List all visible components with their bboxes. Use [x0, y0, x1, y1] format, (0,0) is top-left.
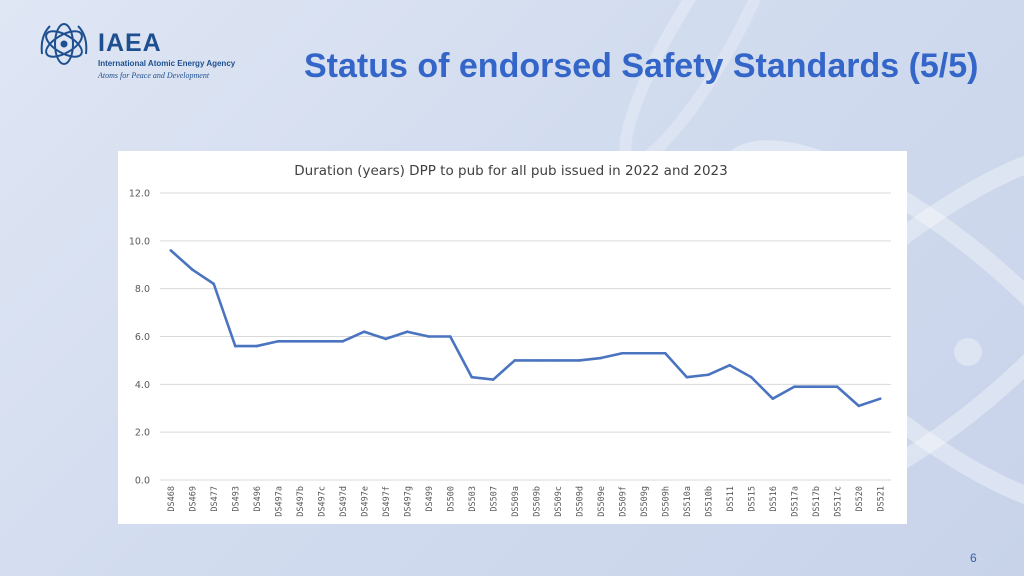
data-point: [534, 359, 538, 362]
data-point: [427, 335, 431, 338]
data-point: [470, 375, 474, 379]
data-point: [728, 363, 732, 367]
data-point: [857, 404, 861, 408]
x-tick-label: DS515: [747, 486, 757, 512]
x-tick-label: DS496: [253, 486, 263, 512]
data-point: [362, 330, 366, 334]
x-tick-label: DS497b: [296, 486, 306, 517]
x-tick-label: DS509g: [640, 486, 650, 517]
data-point: [577, 359, 581, 362]
data-point: [212, 282, 216, 286]
data-point: [513, 359, 517, 362]
data-point: [341, 339, 345, 343]
data-point: [835, 385, 839, 389]
x-tick-label: DS497c: [317, 486, 327, 517]
x-tick-label: DS517c: [833, 486, 843, 517]
data-point: [276, 339, 280, 343]
data-point: [298, 339, 302, 343]
x-tick-label: DS509a: [511, 486, 521, 517]
x-tick-label: DS497e: [360, 486, 370, 517]
data-point: [620, 351, 624, 355]
data-point: [190, 268, 194, 271]
data-point: [814, 385, 818, 389]
x-tick-label: DS499: [425, 486, 435, 512]
data-point: [255, 344, 259, 348]
logo-subtitle: International Atomic Energy Agency: [98, 59, 236, 68]
x-tick-label: DS469: [188, 486, 198, 512]
iaea-logo: IAEA International Atomic Energy Agency …: [36, 18, 266, 82]
page-number: 6: [970, 551, 977, 565]
x-tick-label: DS510a: [683, 486, 693, 517]
chart-title: Duration (years) DPP to pub for all pub …: [294, 163, 727, 179]
y-tick-label: 10.0: [129, 236, 150, 247]
data-point: [706, 373, 710, 377]
data-point: [405, 330, 409, 334]
y-tick-label: 4.0: [135, 380, 150, 391]
data-point: [663, 351, 667, 355]
data-point: [878, 397, 882, 400]
x-tick-label: DS516: [769, 486, 779, 512]
y-tick-label: 8.0: [135, 284, 150, 295]
y-tick-label: 0.0: [135, 476, 150, 487]
data-point: [233, 344, 237, 348]
data-point: [448, 335, 452, 338]
x-tick-label: DS497f: [382, 486, 392, 517]
x-tick-label: DS507: [489, 486, 499, 512]
data-point: [792, 385, 796, 389]
x-tick-label: DS509c: [554, 486, 564, 517]
x-tick-label: DS517b: [812, 486, 822, 517]
x-tick-label: DS500: [446, 486, 456, 512]
x-tick-label: DS509e: [597, 486, 607, 517]
x-tick-label: DS510b: [704, 486, 714, 517]
x-tick-label: DS511: [726, 486, 736, 512]
data-point: [771, 397, 775, 400]
x-tick-label: DS497g: [403, 486, 413, 517]
slide-title: Status of endorsed Safety Standards (5/5…: [304, 47, 979, 85]
data-point: [169, 249, 173, 252]
series-line: [169, 249, 881, 408]
data-point: [685, 375, 689, 379]
data-point: [384, 337, 388, 341]
data-point: [319, 339, 323, 343]
data-point: [556, 359, 560, 362]
x-tick-label: DS509d: [575, 486, 585, 517]
x-tick-label: DS503: [468, 486, 478, 512]
x-tick-label: DS509f: [618, 486, 628, 517]
y-tick-label: 12.0: [129, 189, 150, 200]
x-tick-label: DS520: [855, 486, 865, 512]
x-tick-label: DS497d: [339, 486, 349, 517]
data-point: [491, 378, 495, 381]
x-tick-label: DS517a: [790, 486, 800, 517]
data-point: [599, 356, 603, 360]
x-tick-label: DS493: [231, 486, 241, 512]
x-tick-label: DS521: [876, 486, 886, 512]
logo-motto: Atoms for Peace and Development: [98, 71, 210, 80]
logo-wordmark: IAEA: [98, 29, 162, 57]
x-tick-label: DS477: [210, 486, 220, 512]
data-point: [642, 351, 646, 355]
x-tick-label: DS509b: [532, 486, 542, 517]
y-tick-label: 6.0: [135, 332, 150, 343]
y-tick-label: 2.0: [135, 428, 150, 439]
iaea-emblem-icon: [40, 23, 88, 65]
x-tick-label: DS497a: [274, 486, 284, 517]
x-tick-label: DS509h: [661, 486, 671, 517]
chart-panel: Duration (years) DPP to pub for all pub …: [118, 151, 907, 524]
data-point: [749, 375, 753, 379]
line-chart: Duration (years) DPP to pub for all pub …: [129, 163, 891, 517]
x-tick-label: DS468: [167, 486, 177, 512]
